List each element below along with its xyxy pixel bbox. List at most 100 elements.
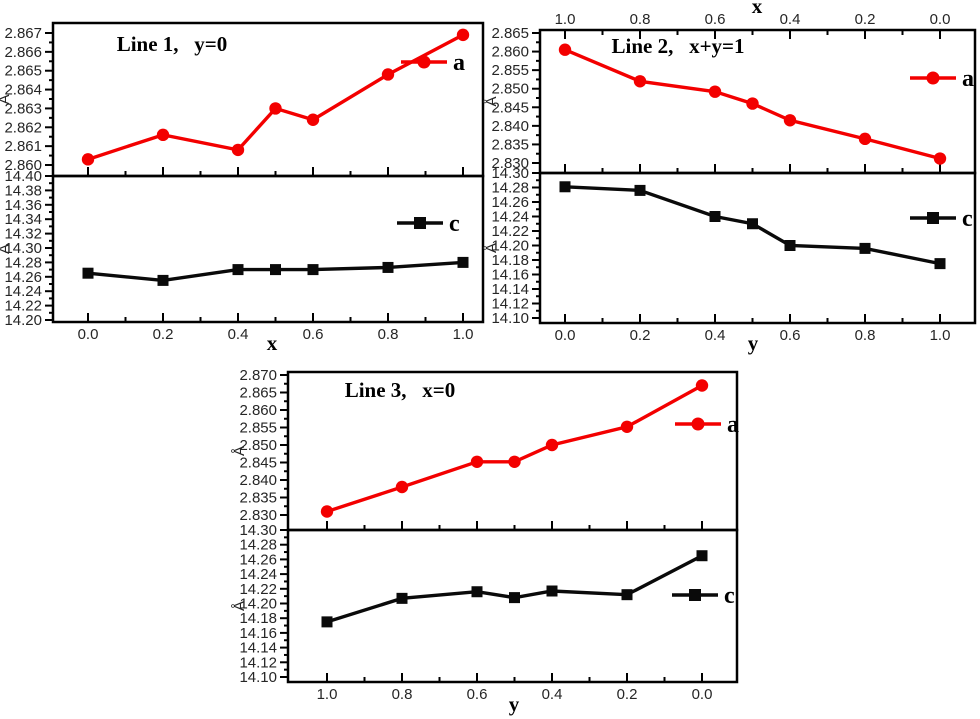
y-tick-label: 14.18	[491, 252, 529, 269]
data-point-square	[82, 267, 94, 279]
data-point-circle	[395, 480, 409, 494]
x-tick-label: 0.4	[542, 686, 563, 703]
y-tick-label: 14.26	[239, 551, 277, 568]
panel-line3: 1.0 0.8 0.6 0.4 0.2 0.0y2.8302.8352.8402.8452…	[231, 367, 739, 716]
x-tick-label: 1.0	[930, 327, 951, 344]
data-point-circle	[633, 75, 647, 88]
plot-frame-c	[51, 174, 485, 324]
legend-circle-marker-icon	[417, 55, 431, 69]
data-point-square	[157, 274, 169, 286]
y-axis-unit-angstrom: Å	[0, 94, 13, 104]
panel-title: Line 1, y=0	[117, 32, 228, 56]
y-tick-label: 2.862	[4, 119, 42, 136]
y-tick-label: 14.16	[239, 625, 277, 642]
x-tick-label: 0.4	[705, 327, 726, 344]
data-point-circle	[381, 68, 395, 81]
data-point-square	[621, 589, 633, 601]
y-tick-label: 2.863	[4, 100, 42, 117]
top-x-tick-label: 1.0	[555, 11, 576, 28]
plot-frame-c	[286, 528, 739, 684]
y-tick-label: 2.865	[491, 25, 529, 42]
data-point-square	[559, 181, 571, 193]
x-tick-label: 0.2	[153, 326, 174, 343]
data-point-circle	[695, 379, 709, 392]
y-axis-unit-angstrom: Å	[0, 244, 13, 254]
y-tick-label: 14.10	[491, 310, 529, 327]
y-tick-label: 2.860	[4, 157, 42, 174]
data-point-square	[457, 256, 469, 268]
y-tick-label: 2.855	[491, 62, 529, 79]
x-axis-title: y	[509, 692, 520, 716]
x-tick-label: 0.8	[378, 326, 399, 343]
legend-a: a	[910, 66, 974, 92]
y-tick-label: 2.840	[239, 472, 277, 489]
y-tick-label: 14.18	[239, 610, 277, 627]
y-tick-label: 14.22	[491, 223, 529, 240]
x-tick-label: 0.0	[692, 686, 713, 703]
y-tick-label: 14.36	[4, 197, 42, 214]
legend-label: a	[727, 412, 739, 438]
data-point-circle	[81, 153, 95, 166]
y-tick-label: 2.867	[4, 25, 42, 42]
data-point-circle	[269, 102, 282, 115]
x-tick-label: 0.2	[617, 686, 638, 703]
y-tick-label: 14.12	[491, 296, 529, 313]
series-a-line	[326, 384, 703, 514]
legend-square-marker-icon	[689, 589, 701, 601]
series-c	[82, 256, 469, 286]
data-point-circle	[620, 420, 634, 433]
x-tick-label: 0.8	[855, 327, 876, 344]
top-x-tick-label: 0.4	[780, 11, 801, 28]
x-tick-label: 0.0	[555, 327, 576, 344]
y-tick-label: 14.14	[239, 640, 277, 657]
x-tick-label: 0.8	[392, 686, 413, 703]
y-tick-label: 2.830	[239, 507, 277, 524]
y-axis-unit-angstrom: Å	[231, 601, 248, 611]
legend-a: a	[675, 412, 739, 438]
x-axis-title: y	[748, 331, 759, 355]
data-point-square	[509, 592, 520, 604]
data-point-square	[471, 586, 483, 598]
data-point-square	[747, 218, 758, 230]
legend-c: c	[910, 206, 973, 232]
data-point-square	[934, 258, 946, 270]
legend-circle-marker-icon	[926, 71, 940, 85]
y-tick-label: 14.22	[239, 581, 277, 598]
legend-square-marker-icon	[927, 212, 939, 224]
y-tick-label: 14.16	[491, 267, 529, 284]
series-c	[559, 181, 946, 270]
y-tick-label: 14.14	[491, 281, 529, 298]
data-point-circle	[156, 128, 170, 142]
legend-c: c	[397, 211, 460, 237]
y-tick-label: 2.861	[4, 138, 42, 155]
y-tick-label: 14.26	[4, 269, 42, 286]
y-tick-label: 14.32	[4, 226, 42, 243]
panel-line1: 0.0 0.2 0.4 0.6 0.8 1.0x2.8602.8612.8622.8632…	[0, 21, 485, 355]
y-tick-label: 14.30	[239, 522, 277, 539]
y-tick-label: 2.860	[491, 44, 529, 61]
y-tick-label: 14.30	[491, 165, 529, 182]
series-c	[321, 550, 708, 628]
plot-frame-c	[538, 171, 977, 325]
legend-label: a	[453, 50, 465, 76]
data-point-square	[396, 592, 408, 604]
data-point-square	[382, 261, 394, 273]
data-point-square	[709, 211, 721, 222]
data-point-circle	[708, 85, 722, 98]
legend-circle-marker-icon	[691, 417, 705, 431]
top-x-axis-title: x	[752, 0, 763, 18]
y-tick-label: 14.20	[239, 596, 277, 613]
x-tick-label: 0.0	[78, 326, 99, 343]
legend-c: c	[672, 583, 735, 609]
y-tick-label: 2.865	[239, 385, 277, 402]
y-tick-label: 2.835	[491, 136, 529, 153]
data-point-circle	[231, 143, 245, 157]
y-tick-label: 14.22	[4, 298, 42, 315]
y-tick-label: 2.840	[491, 118, 529, 135]
panel-title: Line 3, x=0	[345, 378, 456, 402]
y-tick-label: 2.864	[4, 82, 42, 99]
y-tick-label: 14.10	[239, 669, 277, 686]
y-tick-label: 14.28	[4, 254, 42, 271]
